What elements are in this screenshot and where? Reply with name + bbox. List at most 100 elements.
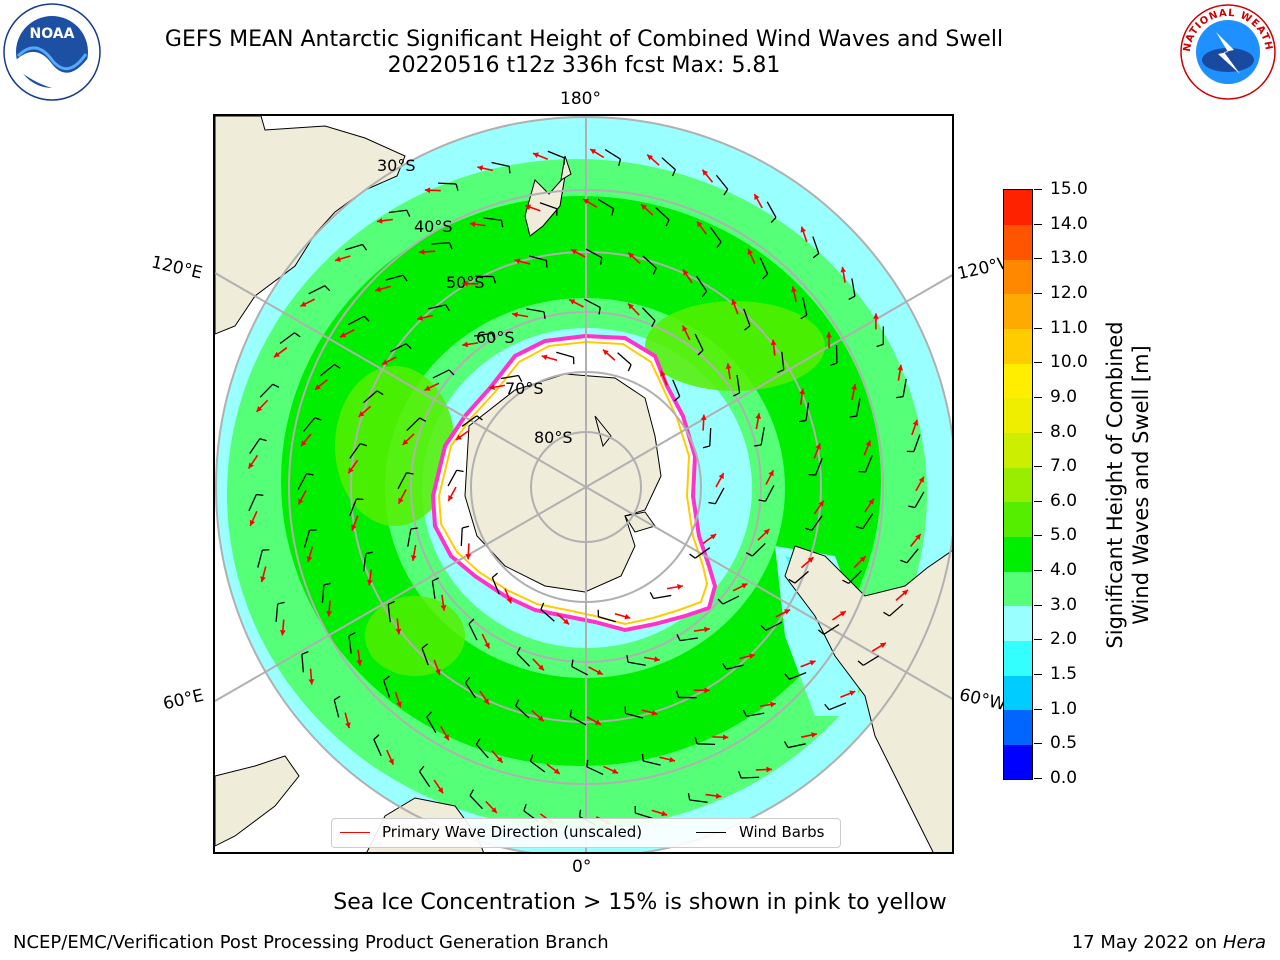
wave-arrow-head [417, 315, 423, 321]
wind-barb-feather [738, 771, 742, 779]
wind-barb-shaft [672, 379, 681, 397]
wind-barb-feather [694, 736, 698, 745]
wave-arrow-head [273, 351, 280, 358]
wind-barb-shaft [760, 427, 765, 446]
wind-barb-shaft [431, 242, 450, 245]
wave-arrow-head [768, 470, 774, 477]
wind-barb-shaft [540, 608, 555, 622]
colorbar-tick [1034, 639, 1042, 641]
colorbar-segment [1004, 571, 1032, 607]
colorbar-tick-label: 12.0 [1050, 282, 1088, 303]
wind-barb-shaft [500, 374, 519, 380]
wave-arrow-head [851, 384, 857, 390]
wind-barb-feather [824, 703, 830, 711]
wind-barb-feather [777, 369, 785, 374]
wind-barb-shaft [387, 604, 391, 623]
colorbar-title-line1: Significant Height of Combined [1103, 321, 1127, 649]
wind-barb-shaft [345, 243, 363, 251]
colorbar-segment [1004, 467, 1032, 503]
wind-barb-feather [784, 673, 790, 680]
wind-barb-feather [618, 158, 622, 167]
wave-arrow-head [326, 610, 333, 617]
wind-barb-shaft [516, 652, 531, 667]
wave-arrow-head [710, 534, 717, 540]
wave-arrow-head [570, 249, 577, 255]
wind-barb-shaft [362, 553, 367, 572]
wind-barb-shaft [432, 369, 450, 379]
wind-barb-shaft [363, 390, 378, 404]
wind-barb-feather [405, 343, 412, 350]
wind-barb-feather [543, 311, 546, 319]
wind-barb-feather [571, 659, 574, 667]
wind-barb-feather [900, 559, 908, 564]
wind-barb-shaft [447, 469, 458, 487]
wind-barb-feather [598, 307, 601, 315]
wind-barb-shaft [913, 434, 921, 452]
wind-barb-shaft [571, 665, 589, 676]
colorbar-tick [1034, 189, 1042, 190]
wind-barb-shaft [528, 255, 547, 262]
wave-arrow-head [722, 734, 729, 741]
wind-barb-feather [448, 242, 453, 250]
wind-barb-shaft [642, 255, 657, 269]
colorbar-tick [1034, 223, 1042, 225]
wind-barb-shaft [468, 623, 478, 641]
wind-barb-shaft [373, 739, 382, 757]
wave-arrow-head [873, 313, 879, 319]
colorbar-tick [1034, 396, 1042, 398]
wind-barb-feather [523, 803, 527, 812]
wave-arrow-head [654, 656, 660, 663]
wind-barb-shaft [914, 491, 925, 508]
wind-barb-feather [733, 392, 740, 397]
wind-barb-shaft [862, 513, 874, 529]
wave-arrow-head [766, 766, 772, 773]
wind-barb-feather [842, 579, 849, 585]
wind-barb-shaft [421, 647, 429, 666]
wave-arrow-head [345, 722, 351, 729]
colorbar-tick [1034, 570, 1042, 572]
wave-arrow-head [424, 187, 431, 194]
wave-arrow-head [800, 226, 806, 233]
wind-barb-shaft [556, 351, 574, 358]
wave-arrow-head [595, 719, 602, 725]
wave-direction-arrows [247, 148, 925, 825]
legend-barb-swatch [696, 832, 726, 833]
wind-barb-shaft [642, 760, 661, 766]
wind-barb-shaft [714, 487, 725, 505]
wind-barb-shaft [696, 275, 708, 292]
wave-arrow-head [308, 679, 315, 685]
wind-barb-shaft [406, 417, 421, 432]
wave-arrow-head [624, 613, 631, 620]
wave-arrow-head [918, 476, 924, 483]
wind-barb-feather [855, 526, 863, 530]
wind-barb-shaft [491, 577, 500, 595]
lat-label-40s: 40°S [414, 217, 453, 236]
wave-arrow-head [612, 768, 619, 774]
wind-barb-feather [419, 417, 427, 422]
wind-barb-shaft [617, 352, 632, 366]
wind-barb-shaft [679, 637, 698, 642]
wind-barb-shaft [483, 217, 502, 221]
wave-arrow-head [590, 149, 597, 155]
wind-barb-shaft [811, 515, 823, 531]
wave-arrow-head [514, 258, 521, 264]
wind-barb-shaft [475, 744, 489, 759]
wave-arrow-head [525, 204, 532, 210]
colorbar-tick [1034, 743, 1042, 745]
wave-arrow-head [367, 579, 373, 586]
wave-arrow-head [763, 529, 770, 535]
colorbar-tick-label: 0.0 [1050, 768, 1078, 788]
wind-barb-feather [306, 472, 314, 476]
wind-barb-shaft [661, 157, 676, 171]
colorbar-tick-label: 6.0 [1050, 490, 1078, 511]
noaa-logo: NOAA [3, 3, 101, 101]
wind-barb-shaft [308, 285, 326, 295]
wind-barb-shaft [848, 570, 862, 584]
wind-barb-shaft [862, 655, 880, 666]
wind-barb-shaft [333, 699, 340, 718]
lat-label-30s: 30°S [377, 156, 416, 175]
colorbar-tick-label: 11.0 [1050, 317, 1088, 338]
wind-barb-shaft [348, 635, 352, 654]
wave-arrow-head [538, 664, 544, 671]
wave-arrow-head [340, 332, 347, 338]
